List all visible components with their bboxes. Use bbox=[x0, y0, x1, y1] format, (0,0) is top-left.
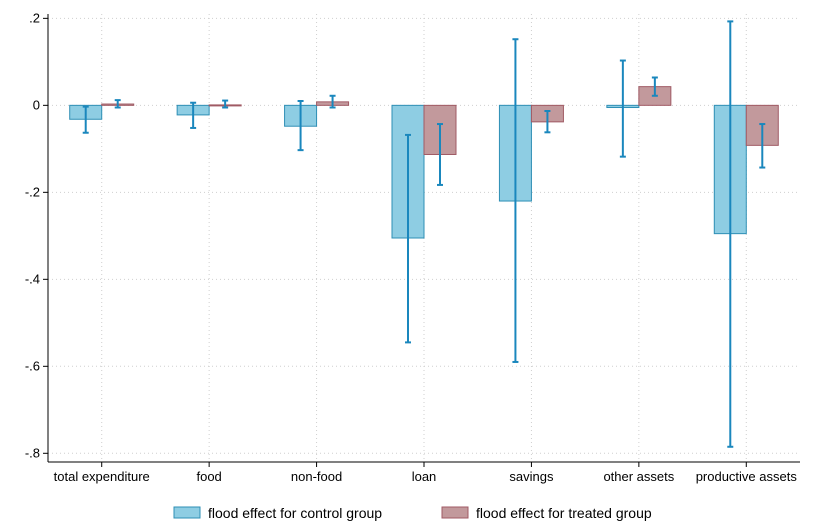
x-tick-label: non-food bbox=[291, 469, 342, 484]
legend-swatch bbox=[173, 506, 201, 519]
x-tick-label: other assets bbox=[603, 469, 674, 484]
x-tick-label: loan bbox=[412, 469, 437, 484]
y-axis: .2 0 -.2 -.4 -.6 -.8 bbox=[25, 10, 48, 460]
x-tick-label: food bbox=[196, 469, 221, 484]
error-bars bbox=[82, 20, 766, 448]
y-tick-label: -.4 bbox=[25, 271, 40, 286]
y-tick-label: -.8 bbox=[25, 445, 40, 460]
legend: flood effect for control group flood effe… bbox=[173, 505, 652, 521]
y-tick-label: 0 bbox=[33, 97, 40, 112]
legend-label: flood effect for treated group bbox=[476, 505, 652, 521]
y-tick-label: .2 bbox=[29, 10, 40, 25]
y-tick-label: -.2 bbox=[25, 184, 40, 199]
legend-swatch bbox=[441, 506, 469, 519]
x-axis: total expenditure food non-food loan savings… bbox=[54, 462, 798, 484]
x-tick-label: productive assets bbox=[696, 469, 798, 484]
x-tick-label: savings bbox=[509, 469, 554, 484]
legend-label: flood effect for control group bbox=[208, 505, 382, 521]
x-tick-label: total expenditure bbox=[54, 469, 150, 484]
y-tick-label: -.6 bbox=[25, 358, 40, 373]
